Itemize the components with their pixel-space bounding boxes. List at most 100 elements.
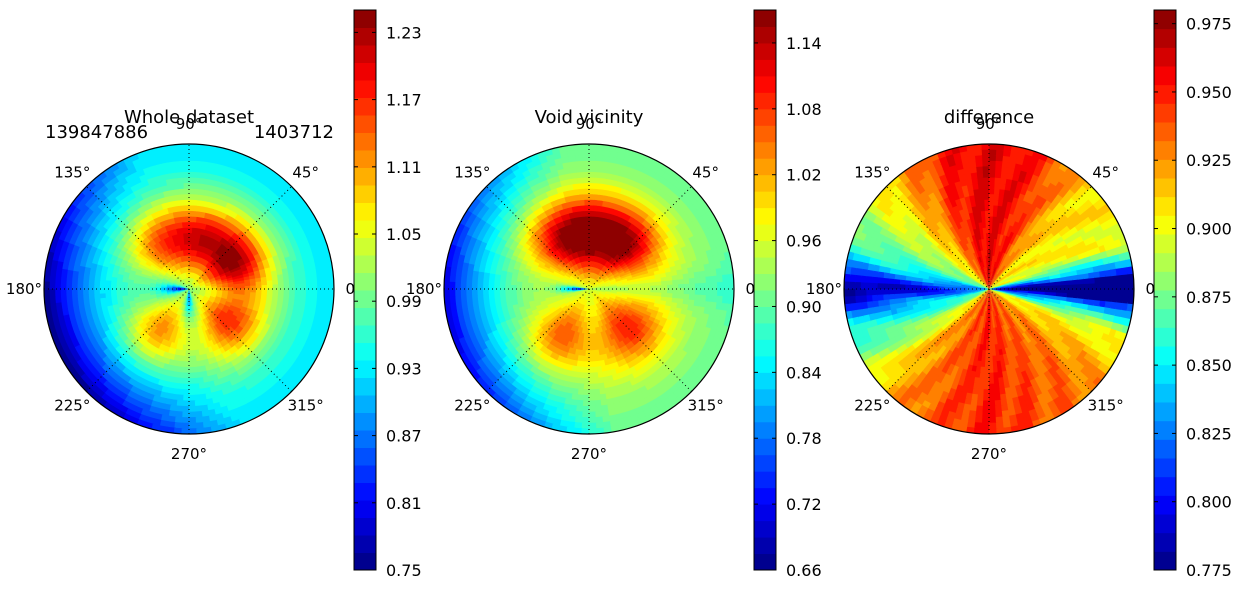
field-cell bbox=[176, 269, 181, 276]
field-cell bbox=[229, 304, 237, 310]
field-cell bbox=[593, 310, 597, 317]
field-cell bbox=[166, 289, 173, 292]
field-cell bbox=[193, 281, 199, 286]
field-cell bbox=[183, 293, 187, 300]
field-cell bbox=[560, 319, 567, 326]
field-cell bbox=[567, 295, 574, 299]
field-cell bbox=[172, 319, 178, 327]
field-cell bbox=[178, 193, 185, 201]
field-cell bbox=[607, 334, 613, 342]
field-cell bbox=[638, 260, 646, 267]
field-cell bbox=[216, 306, 223, 313]
field-cell bbox=[557, 227, 564, 235]
field-cell bbox=[532, 280, 540, 285]
field-cell bbox=[588, 254, 591, 262]
field-cell bbox=[594, 290, 601, 294]
field-cell bbox=[565, 301, 572, 306]
field-cell bbox=[589, 283, 591, 289]
field-cell bbox=[575, 326, 580, 333]
field-cell bbox=[202, 276, 209, 281]
field-cell bbox=[191, 216, 197, 223]
field-cell bbox=[589, 289, 593, 295]
field-cell bbox=[201, 258, 206, 265]
field-cell bbox=[608, 275, 615, 280]
field-cell bbox=[221, 280, 229, 284]
field-cell bbox=[161, 293, 168, 297]
field-cell bbox=[156, 276, 163, 281]
field-cell bbox=[586, 254, 589, 262]
field-cell bbox=[190, 277, 194, 284]
field-cell bbox=[578, 256, 582, 263]
field-cell bbox=[200, 290, 207, 292]
field-cell bbox=[521, 289, 528, 294]
field-cell bbox=[196, 422, 206, 429]
field-cell bbox=[188, 249, 192, 256]
field-cell bbox=[229, 255, 237, 262]
field-cell bbox=[578, 297, 583, 304]
field-cell bbox=[589, 289, 595, 291]
field-cell bbox=[177, 303, 182, 310]
field-cell bbox=[650, 284, 657, 289]
field-cell bbox=[586, 294, 589, 301]
field-cell bbox=[617, 268, 625, 274]
field-cell bbox=[184, 210, 189, 217]
field-cell bbox=[151, 318, 158, 326]
field-cell bbox=[583, 272, 587, 279]
field-cell bbox=[590, 255, 593, 262]
field-cell bbox=[244, 288, 251, 293]
field-cell bbox=[189, 289, 195, 293]
field-cell bbox=[158, 310, 165, 316]
field-cell bbox=[163, 299, 170, 304]
field-cell bbox=[545, 299, 552, 304]
field-cell bbox=[200, 331, 206, 339]
field-cell bbox=[610, 279, 617, 284]
field-cell bbox=[195, 298, 200, 304]
field-cell bbox=[199, 326, 204, 333]
field-cell bbox=[184, 277, 188, 284]
field-cell bbox=[215, 278, 222, 282]
field-cell bbox=[169, 376, 176, 384]
field-cell bbox=[175, 269, 180, 276]
field-cell bbox=[562, 297, 569, 301]
field-cell bbox=[298, 305, 306, 314]
field-cell bbox=[638, 311, 646, 318]
field-cell bbox=[621, 278, 628, 282]
field-cell bbox=[193, 304, 197, 312]
field-cell bbox=[608, 297, 616, 302]
field-cell bbox=[194, 149, 204, 156]
field-cell bbox=[227, 279, 234, 283]
field-cell bbox=[577, 303, 582, 310]
field-cell bbox=[603, 341, 609, 349]
field-cell bbox=[592, 299, 596, 306]
field-cell bbox=[630, 270, 638, 276]
field-cell bbox=[211, 326, 218, 333]
field-cell bbox=[613, 233, 620, 241]
field-cell bbox=[198, 270, 204, 276]
field-cell bbox=[232, 275, 239, 280]
field-cell bbox=[181, 255, 185, 262]
field-cell bbox=[592, 361, 598, 368]
field-cell bbox=[199, 314, 204, 321]
field-cell bbox=[184, 327, 188, 335]
field-cell bbox=[567, 310, 573, 317]
field-cell bbox=[184, 289, 189, 293]
field-cell bbox=[147, 257, 155, 264]
field-cell bbox=[589, 366, 595, 374]
field-cell bbox=[564, 273, 571, 278]
field-cell bbox=[194, 255, 198, 263]
field-cell bbox=[187, 311, 190, 318]
field-cell bbox=[576, 250, 581, 258]
field-cell bbox=[94, 274, 101, 281]
field-cell bbox=[158, 272, 165, 277]
field-cell bbox=[572, 291, 579, 295]
field-cell bbox=[158, 337, 165, 345]
field-cell bbox=[603, 253, 609, 260]
field-cell bbox=[166, 284, 173, 287]
field-cell bbox=[552, 301, 559, 306]
field-cell bbox=[564, 263, 571, 270]
field-cell bbox=[178, 291, 185, 295]
field-cell bbox=[559, 302, 566, 308]
field-cell bbox=[603, 304, 610, 311]
field-cell bbox=[193, 298, 197, 305]
field-cell bbox=[527, 258, 535, 265]
